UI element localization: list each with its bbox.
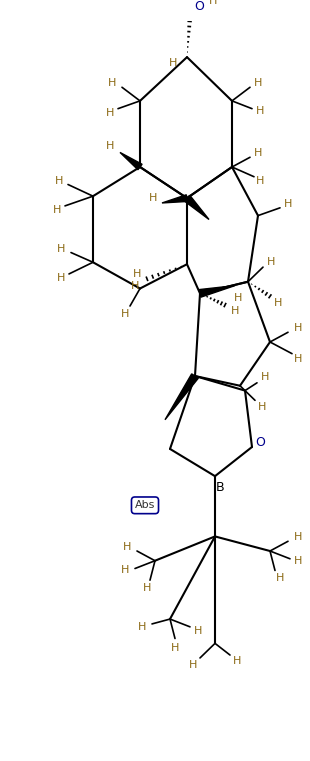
Text: H: H	[274, 298, 282, 308]
Text: H: H	[108, 78, 116, 88]
Text: H: H	[133, 269, 141, 279]
Text: H: H	[267, 257, 275, 267]
Text: H: H	[231, 306, 239, 316]
Text: H: H	[294, 533, 302, 543]
Text: H: H	[256, 106, 264, 116]
Text: H: H	[169, 58, 177, 68]
Text: H: H	[258, 402, 266, 412]
Text: H: H	[57, 273, 65, 283]
Text: H: H	[131, 281, 139, 291]
Text: H: H	[106, 141, 114, 151]
Text: H: H	[234, 293, 242, 303]
Text: H: H	[171, 643, 179, 653]
Text: H: H	[138, 622, 146, 632]
Text: H: H	[276, 573, 284, 583]
Text: H: H	[149, 193, 157, 203]
Text: H: H	[57, 244, 65, 253]
Text: H: H	[189, 660, 197, 670]
Polygon shape	[199, 285, 235, 298]
Text: O: O	[194, 0, 204, 13]
Text: H: H	[123, 542, 131, 552]
Text: H: H	[194, 626, 202, 635]
Text: H: H	[254, 148, 262, 158]
Text: H: H	[294, 556, 302, 565]
Text: H: H	[121, 309, 129, 319]
Text: Abs: Abs	[135, 500, 155, 511]
Text: H: H	[256, 176, 264, 186]
Text: H: H	[294, 355, 302, 365]
Polygon shape	[184, 196, 209, 219]
Text: H: H	[53, 205, 61, 215]
Text: H: H	[121, 565, 129, 575]
Polygon shape	[165, 374, 198, 420]
Text: H: H	[233, 656, 241, 666]
Text: H: H	[261, 372, 269, 382]
Text: B: B	[216, 481, 224, 495]
Text: H: H	[294, 323, 302, 333]
Text: H: H	[143, 583, 151, 593]
Text: H: H	[106, 107, 114, 117]
Text: H: H	[55, 176, 63, 186]
Text: H: H	[209, 0, 217, 6]
Polygon shape	[120, 152, 142, 170]
Text: H: H	[284, 199, 292, 209]
Polygon shape	[162, 195, 188, 203]
Text: O: O	[255, 435, 265, 449]
Text: H: H	[254, 78, 262, 88]
